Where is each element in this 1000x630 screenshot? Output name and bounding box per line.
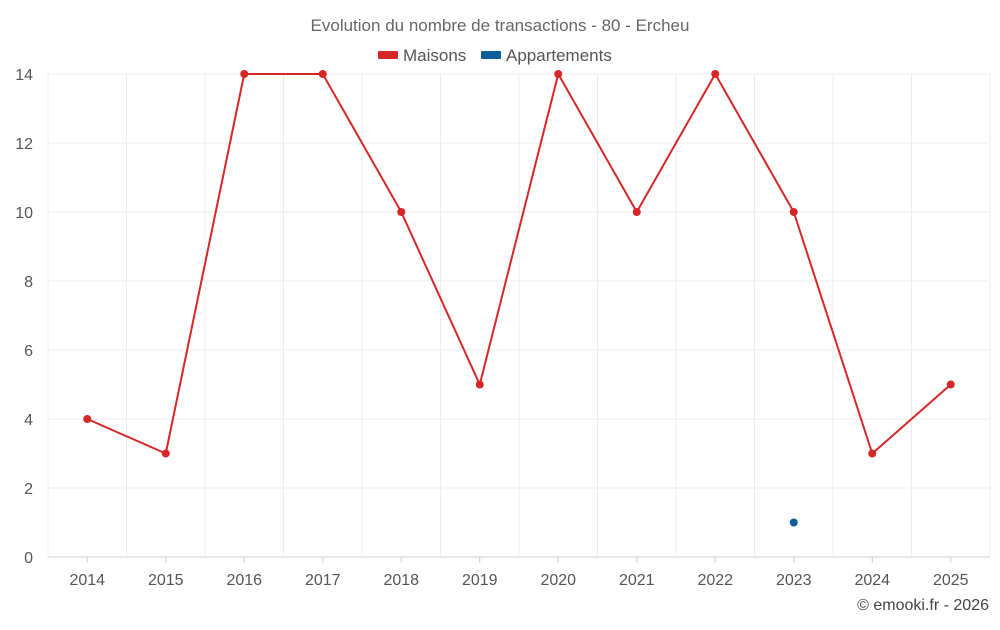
data-point-maisons[interactable] xyxy=(83,415,92,423)
legend-swatch-maisons[interactable] xyxy=(378,51,398,59)
data-point-maisons[interactable] xyxy=(946,380,955,389)
grid xyxy=(47,73,991,558)
data-point-maisons[interactable] xyxy=(397,208,406,216)
legend-swatch-appartements[interactable] xyxy=(481,51,501,59)
y-tick-label: 8 xyxy=(24,274,33,291)
y-tick-label: 2 xyxy=(24,481,33,498)
x-tick-label: 2022 xyxy=(697,572,733,589)
data-point-maisons[interactable] xyxy=(789,208,798,216)
data-point-maisons[interactable] xyxy=(711,70,720,78)
x-tick-label: 2024 xyxy=(854,572,890,589)
series xyxy=(83,70,955,527)
y-tick-label: 6 xyxy=(24,343,33,360)
y-tick-label: 12 xyxy=(15,136,33,153)
y-tick-label: 0 xyxy=(24,550,33,567)
data-point-maisons[interactable] xyxy=(161,449,170,458)
x-tick-label: 2015 xyxy=(148,572,184,589)
x-tick-label: 2020 xyxy=(540,572,576,589)
y-tick-label: 4 xyxy=(24,412,33,429)
x-tick-label: 2018 xyxy=(383,572,419,589)
x-tick-label: 2019 xyxy=(462,572,498,589)
axes: 0 2 4 6 8 10 12 14 2014 2015 2016 2017 2018 2019 2020 2… xyxy=(15,67,968,589)
chart-title: Evolution du nombre de transactions - 80… xyxy=(311,16,690,35)
credit-text: © emooki.fr - 2026 xyxy=(857,597,989,614)
legend: Maisons Appartements xyxy=(378,46,612,65)
data-point-maisons[interactable] xyxy=(318,70,327,78)
x-tick-label: 2023 xyxy=(776,572,812,589)
data-point-maisons[interactable] xyxy=(475,380,484,389)
data-point-maisons[interactable] xyxy=(632,208,641,216)
series-line-maisons xyxy=(86,73,952,455)
y-tick-label: 10 xyxy=(15,205,33,222)
x-tick-label: 2014 xyxy=(69,572,105,589)
x-tick-label: 2025 xyxy=(933,572,969,589)
x-tick-label: 2017 xyxy=(305,572,341,589)
x-tick-label: 2021 xyxy=(619,572,655,589)
y-tick-label: 14 xyxy=(15,67,33,84)
legend-label-appartements[interactable]: Appartements xyxy=(506,46,612,65)
x-tick-label: 2016 xyxy=(226,572,262,589)
data-point-maisons[interactable] xyxy=(554,70,563,78)
data-point-maisons[interactable] xyxy=(868,449,877,458)
legend-label-maisons[interactable]: Maisons xyxy=(403,46,466,65)
data-point-maisons[interactable] xyxy=(240,70,249,78)
data-point-appartements[interactable] xyxy=(789,518,798,527)
